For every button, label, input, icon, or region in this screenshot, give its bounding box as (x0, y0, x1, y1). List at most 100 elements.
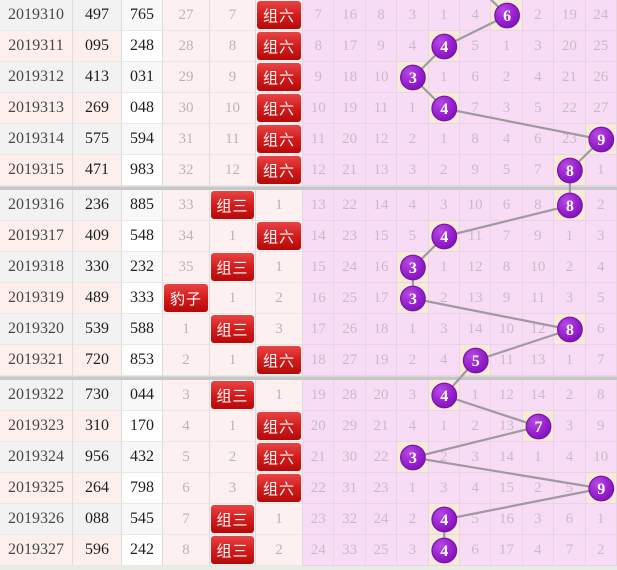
miss-baozi-cell: 8 (163, 535, 210, 566)
issue-cell: 2019325 (0, 473, 73, 504)
span-cell: 14 (303, 221, 334, 252)
span-cell: 3 (554, 411, 585, 442)
span-cell: 2 (397, 124, 428, 155)
span-cell: 2 (523, 473, 554, 504)
table-row: 20193275962428组三22433253617472 (0, 535, 617, 566)
span-cell: 2 (586, 535, 617, 566)
span-cell: 23 (366, 473, 397, 504)
num1-cell: 310 (73, 411, 122, 442)
badge-zu6: 组六 (257, 156, 301, 184)
num1-cell: 413 (73, 62, 122, 93)
badge-zu6: 组六 (257, 346, 301, 374)
span-cell: 10 (491, 314, 522, 345)
issue-cell: 2019310 (0, 0, 73, 31)
span-cell: 12 (491, 380, 522, 411)
span-cell: 8 (523, 190, 554, 221)
span-cell: 9 (491, 283, 522, 314)
miss-zu6-cell: 1 (256, 380, 303, 411)
span-cell: 10 (523, 252, 554, 283)
span-cell: 1 (397, 473, 428, 504)
span-cell: 4 (554, 442, 585, 473)
span-cell: 24 (303, 535, 334, 566)
num1-cell: 730 (73, 380, 122, 411)
table-row: 20193227300443组三119282031121428 (0, 380, 617, 411)
span-cell: 4 (523, 62, 554, 93)
table-row: 201932495643252组六21302223141410 (0, 442, 617, 473)
miss-zu6-cell: 1 (256, 190, 303, 221)
miss-baozi-cell: 豹子 (163, 283, 210, 314)
num2-cell: 048 (122, 93, 163, 124)
span-cell: 1 (586, 504, 617, 535)
span-cell: 25 (366, 535, 397, 566)
num1-cell: 489 (73, 283, 122, 314)
span-cell: 6 (523, 124, 554, 155)
miss-zu6-cell: 组六 (256, 221, 303, 252)
span-cell: 17 (334, 31, 365, 62)
span-cell: 11 (523, 283, 554, 314)
miss-baozi-cell: 30 (163, 93, 210, 124)
miss-zu6-cell: 1 (256, 252, 303, 283)
span-cell (429, 93, 460, 124)
span-cell: 30 (334, 442, 365, 473)
span-cell: 10 (303, 93, 334, 124)
miss-zu3-cell: 2 (210, 442, 256, 473)
badge-baozi: 豹子 (164, 284, 208, 312)
span-cell: 11 (460, 221, 491, 252)
issue-cell: 2019315 (0, 155, 73, 186)
issue-cell: 2019316 (0, 190, 73, 221)
span-cell: 9 (366, 31, 397, 62)
span-cell: 1 (429, 252, 460, 283)
span-cell: 9 (523, 221, 554, 252)
span-cell: 16 (491, 504, 522, 535)
num2-cell: 333 (122, 283, 163, 314)
span-cell: 31 (334, 473, 365, 504)
span-cell: 12 (303, 155, 334, 186)
span-cell: 1 (429, 0, 460, 31)
span-cell: 4 (460, 473, 491, 504)
span-cell: 4 (397, 190, 428, 221)
miss-zu6-cell: 组六 (256, 62, 303, 93)
span-cell (586, 473, 617, 504)
table-row: 2019319489333豹子1216251721391135 (0, 283, 617, 314)
num1-cell: 596 (73, 535, 122, 566)
span-cell: 1 (397, 314, 428, 345)
span-cell: 27 (334, 345, 365, 376)
span-cell: 6 (460, 535, 491, 566)
span-cell: 25 (334, 283, 365, 314)
span-cell: 7 (586, 345, 617, 376)
issue-cell: 2019312 (0, 62, 73, 93)
num2-cell: 248 (122, 31, 163, 62)
span-cell: 17 (303, 314, 334, 345)
span-cell: 3 (523, 504, 554, 535)
span-cell: 8 (491, 252, 522, 283)
span-cell: 19 (554, 0, 585, 31)
miss-zu6-cell: 组六 (256, 124, 303, 155)
miss-baozi-cell: 29 (163, 62, 210, 93)
span-cell: 11 (303, 124, 334, 155)
span-cell (429, 31, 460, 62)
miss-zu6-cell: 组六 (256, 93, 303, 124)
miss-zu6-cell: 组六 (256, 31, 303, 62)
num2-cell: 588 (122, 314, 163, 345)
miss-zu6-cell: 1 (256, 504, 303, 535)
miss-zu6-cell: 2 (256, 283, 303, 314)
span-cell: 8 (586, 380, 617, 411)
badge-zu3: 组三 (211, 505, 254, 533)
miss-zu6-cell: 2 (256, 535, 303, 566)
num2-cell: 432 (122, 442, 163, 473)
miss-baozi-cell: 5 (163, 442, 210, 473)
span-cell: 1 (429, 411, 460, 442)
span-cell: 26 (334, 314, 365, 345)
issue-cell: 2019313 (0, 93, 73, 124)
miss-zu3-cell: 组三 (210, 190, 256, 221)
span-cell: 4 (397, 31, 428, 62)
miss-zu3-cell: 10 (210, 93, 256, 124)
miss-zu6-cell: 组六 (256, 442, 303, 473)
num1-cell: 539 (73, 314, 122, 345)
span-cell: 6 (586, 314, 617, 345)
table-row: 20193205395881组三3172618131410126 (0, 314, 617, 345)
miss-zu3-cell: 1 (210, 283, 256, 314)
span-cell: 4 (586, 252, 617, 283)
num2-cell: 031 (122, 62, 163, 93)
num1-cell: 409 (73, 221, 122, 252)
